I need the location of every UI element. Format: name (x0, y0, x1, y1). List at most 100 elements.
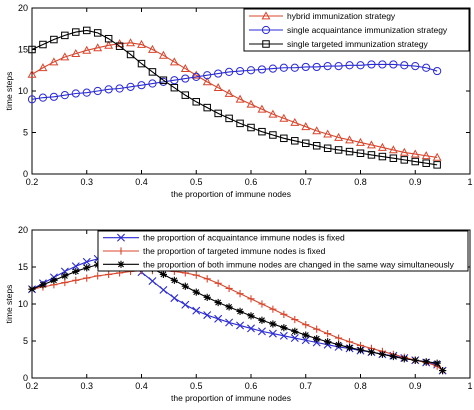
data-point (378, 152, 387, 161)
series-1 (27, 38, 442, 161)
data-point (181, 282, 189, 290)
data-point (269, 320, 277, 328)
data-point (93, 43, 103, 52)
legend-label: the proportion of both immune nodes are … (143, 259, 455, 269)
x-tick-label: 0.6 (245, 381, 258, 391)
data-point (61, 31, 69, 40)
data-point (335, 341, 343, 349)
data-point (148, 277, 157, 286)
data-point (82, 88, 91, 97)
data-point (400, 156, 409, 164)
legend: hybrid immunization strategy single acqua… (243, 8, 470, 52)
data-point (345, 344, 354, 352)
data-point (334, 146, 343, 154)
data-point (367, 348, 376, 356)
data-point (61, 278, 69, 287)
data-point (192, 288, 200, 296)
legend-box (97, 230, 469, 272)
data-point (159, 270, 167, 278)
data-point (378, 60, 387, 69)
legend-marker (117, 233, 125, 242)
data-point (246, 99, 256, 108)
y-tick-label: 5 (23, 128, 28, 138)
data-point (61, 272, 69, 280)
data-point (302, 331, 310, 339)
data-point (50, 35, 58, 44)
data-point (94, 272, 102, 280)
y-tick-label: 15 (18, 45, 28, 55)
data-point (191, 70, 201, 79)
data-point (345, 135, 354, 144)
data-point (324, 338, 332, 346)
data-point (279, 113, 289, 122)
y-tick-label: 10 (18, 86, 28, 96)
data-point (313, 335, 321, 343)
data-point (302, 321, 310, 329)
data-point (268, 64, 277, 73)
data-point (38, 63, 48, 72)
data-point (169, 57, 179, 66)
y-axis-label: time steps (4, 285, 14, 324)
data-point (181, 91, 190, 99)
x-tick-label: 0.5 (190, 177, 203, 187)
data-point (247, 123, 255, 132)
data-point (225, 284, 233, 293)
x-tick-label: 0.4 (135, 177, 148, 187)
x-tick-label: 0.9 (409, 177, 422, 187)
data-point (148, 79, 157, 88)
legend-marker (262, 40, 270, 48)
data-point (104, 34, 113, 43)
x-tick-label: 0.9 (409, 381, 422, 391)
x-tick-label: 1 (467, 381, 472, 391)
data-point (137, 39, 146, 48)
y-tick-label: 20 (18, 225, 28, 235)
data-point (148, 68, 157, 76)
data-point (399, 147, 409, 156)
data-point (104, 40, 114, 49)
data-point (269, 131, 277, 139)
legend: the proportion of acquaintance immune no… (97, 230, 469, 272)
x-tick-label: 0.6 (245, 177, 258, 187)
data-point (433, 161, 441, 169)
data-point (214, 109, 222, 118)
data-point (323, 129, 333, 138)
series-2 (28, 267, 447, 375)
data-point (137, 81, 146, 90)
data-point (27, 69, 37, 78)
data-point (202, 77, 212, 86)
data-point (83, 26, 91, 35)
data-point (257, 104, 267, 113)
x-axis-label: the proportion of immune nodes (171, 393, 291, 403)
data-point (345, 61, 354, 70)
legend-marker (261, 11, 271, 20)
data-point (126, 38, 135, 47)
data-point (214, 69, 223, 78)
data-point (203, 103, 211, 112)
data-point (269, 305, 277, 313)
data-point (236, 290, 244, 298)
data-point (422, 358, 430, 366)
x-tick-label: 0.7 (299, 381, 312, 391)
data-point (28, 285, 36, 293)
series-line (31, 29, 438, 166)
data-point (180, 63, 190, 72)
x-tick-label: 1 (467, 177, 472, 187)
data-point (268, 329, 277, 338)
data-point (439, 367, 447, 375)
data-point (258, 316, 266, 324)
data-point (28, 45, 36, 54)
data-point (279, 331, 288, 340)
data-point (225, 318, 234, 327)
x-tick-label: 0.3 (80, 381, 93, 391)
data-point (126, 82, 135, 91)
data-point (291, 137, 299, 145)
data-point (313, 325, 321, 333)
series-line (31, 63, 438, 100)
data-point (312, 338, 321, 347)
series-3 (28, 256, 447, 375)
data-point (279, 63, 288, 72)
data-point (71, 89, 80, 98)
data-point (126, 50, 135, 59)
data-point (422, 159, 430, 167)
